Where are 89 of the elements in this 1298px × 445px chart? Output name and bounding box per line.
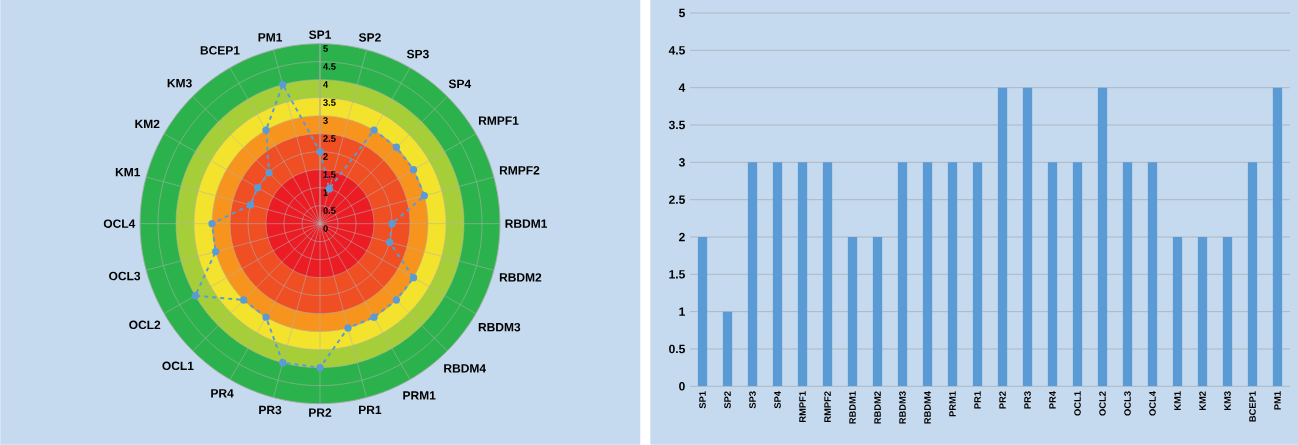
x-tick-label: PR3 [1024,391,1031,409]
bar [772,162,783,387]
y-tick-label: 2.5 [669,195,685,204]
spoke-label: RMPF2 [499,166,540,175]
x-tick-label: OCL2 [1099,391,1106,416]
x-tick-label: KM2 [1199,391,1206,411]
bar [847,236,858,387]
bar [1047,162,1058,387]
bar [1172,236,1183,387]
bar [1072,162,1083,387]
y-tick-label: 0 [679,382,685,391]
spoke-label: OCL2 [129,320,161,330]
bar [1147,162,1158,387]
bar [947,162,958,387]
y-tick-label: 3 [323,117,328,124]
spoke-label: SP2 [358,33,381,42]
x-tick-label: BCEP1 [1249,391,1256,422]
x-tick-label: OCL3 [1124,391,1131,416]
spoke-label: KM3 [167,78,192,88]
bar [797,162,808,387]
bar [722,311,733,387]
spoke-label: OCL3 [109,271,141,281]
y-tick-label: 4 [678,83,686,92]
x-tick-label: OCL1 [1074,391,1081,416]
x-tick-label: KM1 [1174,391,1181,411]
x-tick-label: RMPF1 [799,391,806,423]
y-tick-label: 2 [323,153,328,160]
y-tick-label: 4.5 [323,63,336,70]
spoke-label: PM1 [258,33,283,42]
x-tick-label: OCL4 [1149,391,1156,416]
bar [1247,162,1258,387]
bar [697,236,708,387]
spoke-label: KM1 [115,168,141,177]
x-tick-label: RMPF2 [824,391,831,423]
spoke-label: OCL4 [103,219,136,228]
bar [1122,162,1133,387]
y-tick-label: 4.5 [668,46,685,55]
bar [872,236,883,387]
x-tick-label: RBDM4 [924,391,931,424]
spoke-label: SP4 [448,79,472,89]
y-tick-label: 3.5 [668,120,685,130]
y-tick-label: 5 [323,45,328,52]
spoke-label: SP3 [406,49,429,59]
spoke-label: RBDM4 [444,364,486,373]
spoke-label: RBDM3 [478,322,521,332]
y-tick-label: 1.5 [669,270,685,279]
bar [1272,87,1283,387]
x-tick-label: PR4 [1049,391,1056,409]
y-tick-label: 3.5 [323,99,336,106]
y-tick-label: 0.5 [323,207,336,214]
y-tick-label: 4 [323,81,329,88]
bar [1197,236,1208,387]
spoke-label: KM2 [135,119,160,129]
x-tick-label: SP4 [774,391,781,409]
x-tick-label: SP1 [699,391,706,409]
y-tick-label: 2.5 [323,135,336,142]
x-tick-label: RBDM3 [899,391,906,424]
x-tick-label: RBDM1 [849,391,856,424]
bar [897,162,908,387]
spoke-label: BCEP1 [200,46,240,55]
bar [1222,236,1233,387]
y-tick-label: 0 [323,225,328,232]
x-tick-label: PRM1 [949,391,956,417]
x-tick-label: SP2 [724,391,731,409]
bar [922,162,933,387]
bar [972,162,983,387]
y-tick-label: 3 [678,158,685,167]
x-tick-label: SP3 [749,391,756,409]
y-tick-label: 0.5 [669,344,685,354]
x-tick-label: RBDM2 [874,391,881,424]
y-tick-label: 1 [679,307,685,316]
x-tick-label: KM3 [1224,391,1231,411]
x-tick-label: PR1 [974,391,981,409]
spoke-label: RBDM1 [505,219,548,228]
x-tick-label: PM1 [1274,391,1281,410]
y-tick-label: 5 [679,8,685,18]
y-tick-label: 1.5 [323,171,336,178]
spoke-label: OCL1 [162,361,194,371]
spoke-label: RBDM2 [499,273,542,282]
bar [1097,87,1108,387]
x-tick-label: PR2 [999,391,1006,409]
bar [997,87,1008,387]
spoke-label: SP1 [309,30,332,39]
y-tick-label: 2 [679,232,685,242]
bar [822,162,833,387]
bar [1022,87,1033,387]
y-tick-label: 1 [323,189,328,196]
bar [747,162,758,387]
spoke-label: RMPF1 [478,116,519,125]
